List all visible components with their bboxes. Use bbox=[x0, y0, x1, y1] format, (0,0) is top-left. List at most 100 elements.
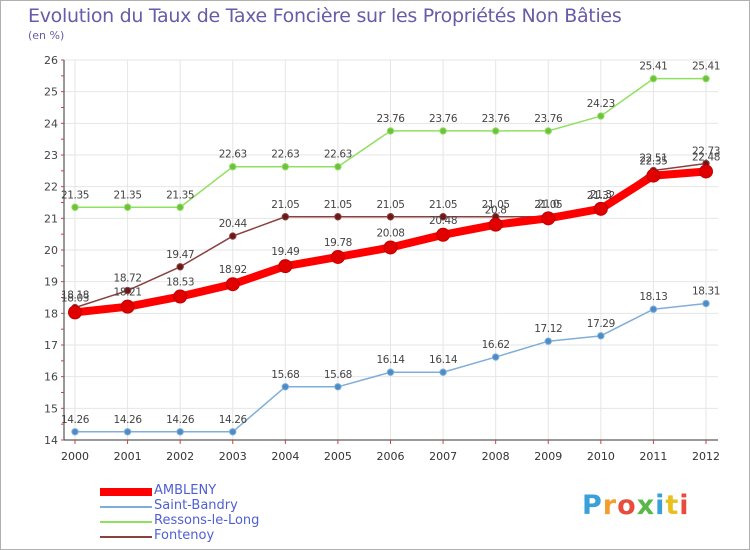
data-label: 20.48 bbox=[429, 215, 457, 227]
data-point bbox=[176, 203, 184, 211]
data-point bbox=[281, 213, 290, 221]
data-label: 18.03 bbox=[61, 292, 89, 304]
x-tick-label: 2012 bbox=[692, 450, 720, 463]
y-tick-label: 26 bbox=[44, 54, 58, 67]
data-point bbox=[439, 127, 447, 135]
data-label: 22.51 bbox=[639, 153, 667, 165]
x-tick-label: 2000 bbox=[61, 450, 89, 463]
x-tick-label: 2003 bbox=[219, 450, 247, 463]
data-label: 25.41 bbox=[692, 61, 720, 73]
data-label: 16.14 bbox=[429, 354, 458, 366]
data-point bbox=[176, 263, 184, 271]
x-tick-label: 2009 bbox=[534, 450, 562, 463]
data-label: 22.35 bbox=[639, 156, 667, 168]
y-tick-label: 25 bbox=[44, 86, 58, 99]
data-point bbox=[120, 299, 135, 314]
data-point bbox=[173, 289, 188, 304]
x-tick-label: 2002 bbox=[166, 450, 194, 463]
data-point bbox=[278, 259, 293, 274]
data-point bbox=[593, 201, 608, 216]
data-label: 22.63 bbox=[271, 149, 299, 161]
logo-letter: P bbox=[582, 490, 603, 521]
data-point bbox=[229, 163, 237, 171]
data-point bbox=[649, 305, 658, 313]
data-point bbox=[281, 383, 290, 391]
data-label: 21.32 bbox=[587, 190, 615, 202]
data-label: 18.13 bbox=[639, 291, 667, 303]
data-label: 22.63 bbox=[324, 149, 352, 161]
data-point bbox=[383, 240, 398, 255]
data-label: 14.26 bbox=[114, 414, 143, 426]
data-point bbox=[488, 217, 503, 232]
x-tick-label: 2007 bbox=[429, 450, 457, 463]
x-tick-label: 2006 bbox=[377, 450, 405, 463]
y-tick-label: 19 bbox=[44, 276, 58, 289]
data-label: 21.3 bbox=[590, 189, 612, 201]
logo-letter: o bbox=[617, 490, 637, 521]
y-tick-label: 22 bbox=[44, 181, 58, 194]
y-tick-label: 14 bbox=[44, 434, 58, 447]
data-point bbox=[386, 213, 395, 221]
data-label: 23.76 bbox=[482, 113, 511, 125]
legend-label: Ressons-le-Long bbox=[154, 513, 260, 528]
data-label: 19.47 bbox=[166, 249, 194, 261]
data-label: 18.18 bbox=[61, 290, 89, 302]
legend-label: AMBLENY bbox=[154, 483, 217, 498]
data-label: 21.05 bbox=[324, 199, 352, 211]
legend-label: Fontenoy bbox=[154, 528, 215, 543]
data-point bbox=[334, 163, 342, 171]
data-point bbox=[123, 428, 132, 436]
data-point bbox=[71, 428, 79, 436]
data-label: 16.14 bbox=[376, 354, 405, 366]
data-point bbox=[225, 277, 240, 292]
x-tick-label: 2004 bbox=[271, 450, 299, 463]
data-point bbox=[491, 127, 500, 135]
proxiti-logo: Proxiti bbox=[582, 490, 690, 521]
legend-swatch bbox=[100, 536, 152, 538]
y-tick-label: 20 bbox=[44, 244, 58, 257]
y-tick-label: 21 bbox=[44, 212, 58, 225]
data-point bbox=[702, 74, 710, 83]
data-label: 21.0 bbox=[537, 198, 559, 210]
data-label: 18.31 bbox=[692, 286, 720, 298]
data-point bbox=[334, 213, 342, 221]
y-tick-label: 24 bbox=[44, 117, 58, 130]
legend-swatch bbox=[100, 488, 152, 496]
data-label: 21.35 bbox=[166, 189, 194, 201]
data-point bbox=[597, 332, 605, 340]
legend-swatch bbox=[100, 521, 152, 523]
data-point bbox=[123, 286, 132, 295]
data-label: 22.73 bbox=[692, 146, 720, 158]
data-label: 14.26 bbox=[219, 414, 248, 426]
logo-letter: r bbox=[602, 490, 618, 521]
data-point bbox=[68, 305, 82, 320]
data-point bbox=[541, 211, 556, 226]
data-point bbox=[229, 232, 237, 240]
data-point bbox=[176, 428, 184, 436]
y-tick-label: 17 bbox=[44, 339, 58, 352]
data-label: 21.05 bbox=[482, 199, 510, 211]
logo-letter: x bbox=[636, 490, 656, 521]
data-point bbox=[439, 368, 447, 376]
data-point bbox=[436, 227, 451, 242]
y-tick-label: 15 bbox=[44, 402, 58, 415]
data-label: 24.23 bbox=[587, 98, 615, 110]
data-label: 21.05 bbox=[429, 199, 457, 211]
data-label: 21.35 bbox=[61, 189, 89, 201]
data-point bbox=[439, 213, 447, 221]
data-label: 16.62 bbox=[482, 339, 510, 351]
data-point bbox=[544, 127, 552, 135]
y-tick-label: 18 bbox=[44, 307, 58, 320]
data-label: 21.05 bbox=[376, 199, 404, 211]
data-point bbox=[386, 368, 395, 376]
data-label: 15.68 bbox=[271, 369, 299, 381]
data-label: 17.12 bbox=[534, 323, 562, 335]
logo-letter: t bbox=[665, 490, 680, 521]
data-label: 22.48 bbox=[692, 151, 720, 163]
data-point bbox=[330, 249, 345, 264]
data-label: 25.41 bbox=[639, 61, 667, 73]
data-label: 21.35 bbox=[114, 189, 142, 201]
data-label: 18.92 bbox=[219, 264, 247, 276]
data-label: 21.05 bbox=[534, 199, 562, 211]
